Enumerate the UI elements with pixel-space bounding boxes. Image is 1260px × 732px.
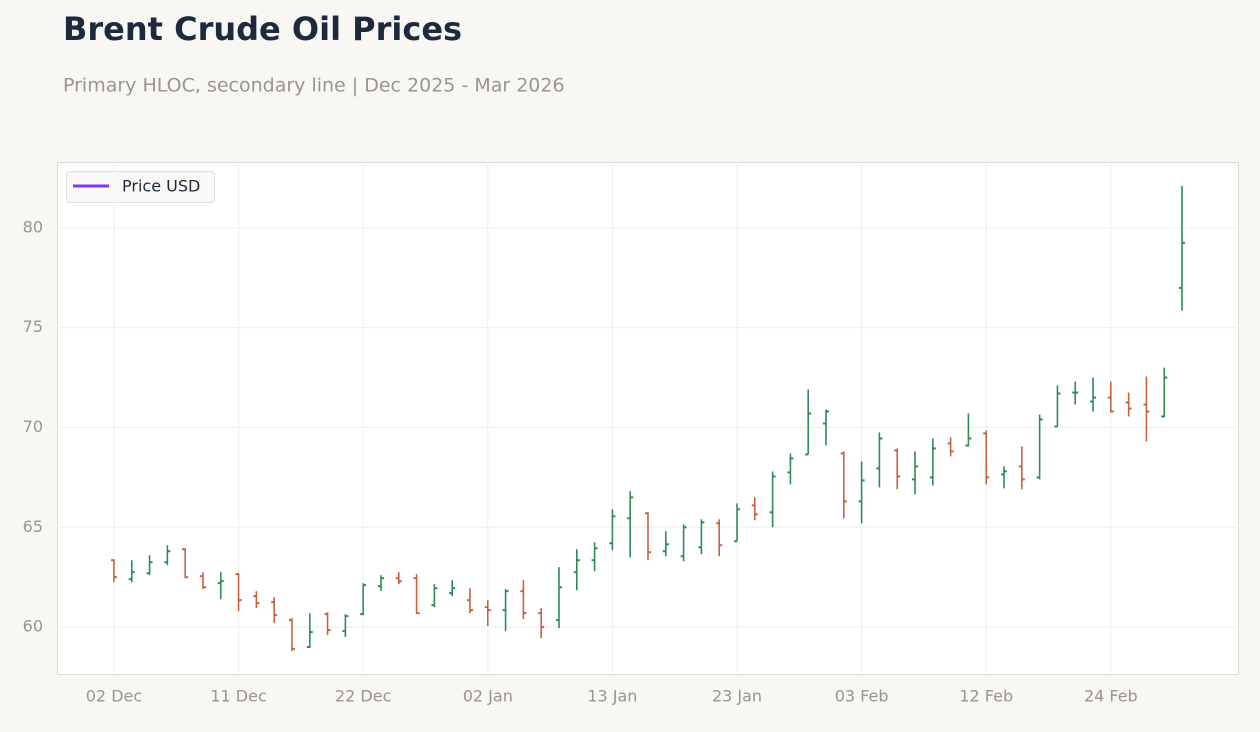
- x-tick-label: 02 Jan: [463, 687, 513, 706]
- hloc-bar: [627, 491, 634, 558]
- x-tick-label: 03 Feb: [835, 687, 889, 706]
- hloc-bar: [823, 409, 830, 446]
- hloc-bar: [680, 524, 687, 562]
- hloc-bar: [1090, 377, 1097, 412]
- hloc-bar: [805, 389, 812, 456]
- hloc-bar: [645, 512, 651, 561]
- hloc-bar: [1054, 385, 1061, 428]
- y-tick-label: 70: [23, 417, 43, 436]
- legend: Price USD: [66, 171, 215, 203]
- hloc-bar: [502, 589, 509, 632]
- hloc-bar: [449, 580, 456, 597]
- hloc-bar: [128, 560, 135, 583]
- hloc-bar: [217, 572, 224, 600]
- hloc-bar: [894, 448, 901, 490]
- hloc-bar: [538, 608, 545, 639]
- hloc-bar: [288, 618, 295, 652]
- x-tick-label: 13 Jan: [587, 687, 637, 706]
- legend-box: [66, 171, 215, 203]
- hloc-bar: [965, 413, 972, 447]
- hloc-bar: [1072, 381, 1079, 405]
- hloc-bar: [235, 573, 242, 612]
- legend-label: Price USD: [122, 177, 200, 196]
- hloc-bar: [360, 583, 367, 616]
- hloc-bar: [520, 580, 527, 620]
- x-tick-label: 23 Jan: [712, 687, 762, 706]
- x-tick-label: 24 Feb: [1084, 687, 1138, 706]
- x-tick-label: 12 Feb: [959, 687, 1013, 706]
- hloc-bar: [1179, 185, 1186, 311]
- hloc-bar: [1143, 376, 1150, 442]
- hloc-bar: [1107, 381, 1114, 413]
- hloc-bar: [555, 567, 562, 629]
- hloc-bar: [769, 471, 776, 528]
- hloc-bar: [324, 612, 331, 636]
- hloc-bar: [751, 497, 758, 521]
- hloc-bar: [929, 438, 936, 486]
- hloc-bar: [1125, 392, 1132, 417]
- x-tick-label: 22 Dec: [335, 687, 391, 706]
- hloc-bar: [662, 531, 669, 557]
- hloc-bar: [199, 572, 206, 590]
- hloc-bar: [787, 453, 794, 485]
- hloc-bar: [1036, 414, 1043, 480]
- hloc-bar: [253, 591, 260, 609]
- hloc-bar: [698, 519, 705, 555]
- hloc-bar: [1001, 466, 1008, 489]
- hloc-bar: [716, 519, 723, 557]
- hloc-bar: [840, 451, 847, 519]
- hloc-bar: [983, 430, 990, 485]
- hloc-bar: [271, 597, 278, 624]
- y-tick-label: 65: [23, 517, 43, 536]
- hloc-bar: [1161, 367, 1168, 418]
- y-tick-label: 60: [23, 617, 43, 636]
- hloc-bar: [573, 549, 580, 591]
- hloc-bar: [146, 555, 153, 576]
- hloc-bar: [306, 613, 313, 649]
- chart-title: Brent Crude Oil Prices: [63, 10, 462, 48]
- hloc-bar: [876, 432, 883, 488]
- chart-subtitle: Primary HLOC, secondary line | Dec 2025 …: [63, 75, 565, 97]
- hloc-bar: [1018, 446, 1025, 490]
- hloc-bar: [734, 503, 741, 543]
- y-tick-label: 80: [23, 217, 43, 236]
- hloc-bar: [609, 509, 616, 551]
- hloc-bar: [591, 542, 598, 572]
- hloc-bar: [395, 572, 402, 585]
- hloc-bar: [377, 575, 384, 592]
- hloc-bar: [947, 437, 954, 457]
- hloc-bar: [182, 548, 189, 579]
- hloc-bar: [912, 451, 919, 495]
- plot-area: [57, 162, 1239, 675]
- hloc-bar: [342, 614, 349, 638]
- y-tick-label: 75: [23, 317, 43, 336]
- hloc-bar: [858, 461, 865, 524]
- x-tick-label: 02 Dec: [86, 687, 142, 706]
- hloc-bar: [431, 584, 438, 608]
- hloc-bar: [110, 559, 117, 583]
- hloc-bar: [484, 600, 491, 627]
- hloc-bar: [466, 588, 473, 614]
- hloc-bar: [413, 574, 420, 615]
- x-tick-label: 11 Dec: [210, 687, 266, 706]
- hloc-bar: [164, 545, 171, 566]
